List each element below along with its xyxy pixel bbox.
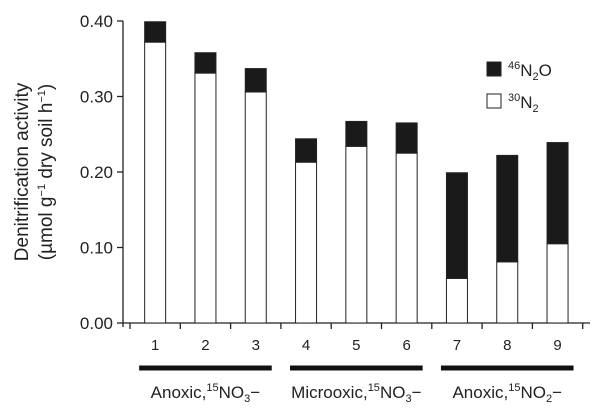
group-label-1: Anoxic,15NO3− xyxy=(151,382,261,405)
y-tick-label: 0.20 xyxy=(80,163,113,182)
y-axis-title-line2: (µmol g−1 dry soil h−1) xyxy=(36,84,57,260)
bar-n2o-6 xyxy=(395,122,418,154)
x-tick-labels: 1 2 3 4 5 6 7 8 9 xyxy=(151,337,562,354)
y-tick-label: 0.00 xyxy=(80,314,113,333)
bar-n2-8 xyxy=(496,261,519,324)
y-axis-title-line1: Denitrification activity xyxy=(12,82,33,261)
y-tick-label: 0.10 xyxy=(80,239,113,258)
bar-n2o-1 xyxy=(144,21,167,43)
label-prefix: Anoxic, xyxy=(151,383,207,402)
x-tick-label-5: 5 xyxy=(352,337,360,354)
x-tick-label-3: 3 xyxy=(252,337,260,354)
bar-n2o-3 xyxy=(244,68,267,93)
label-prefix: Microoxic, xyxy=(291,383,368,402)
x-tick-label-4: 4 xyxy=(302,337,310,354)
bar-n2o-9 xyxy=(546,142,569,245)
x-tick-label-2: 2 xyxy=(201,337,209,354)
bar-n2-5 xyxy=(345,145,368,324)
y-tick-label: 0.40 xyxy=(80,12,113,31)
bar-n2-7 xyxy=(445,277,468,324)
bars xyxy=(144,21,569,324)
bar-n2o-7 xyxy=(445,172,468,279)
legend-swatch-n2 xyxy=(486,93,502,109)
x-tick-label-7: 7 xyxy=(453,337,461,354)
bar-n2o-8 xyxy=(496,154,519,263)
y-axis-title: Denitrification activity (µmol g−1 dry s… xyxy=(12,82,57,261)
group-label-3: Anoxic,15NO2− xyxy=(452,382,562,405)
bar-n2-1 xyxy=(144,41,167,324)
x-tick-label-1: 1 xyxy=(151,337,159,354)
group-label-2: Microoxic,15NO3− xyxy=(291,382,421,405)
bar-n2o-4 xyxy=(295,138,318,163)
x-tick-label-6: 6 xyxy=(402,337,410,354)
y-tick-label: 0.30 xyxy=(80,88,113,107)
bar-n2-3 xyxy=(244,91,267,324)
bar-n2-6 xyxy=(395,152,418,324)
legend: 46N2O 30N2 xyxy=(486,60,552,115)
legend-label-n2o: 46N2O xyxy=(508,60,552,83)
label-prefix: Anoxic, xyxy=(452,383,508,402)
bar-n2-9 xyxy=(546,243,569,324)
x-tick-label-9: 9 xyxy=(553,337,561,354)
bar-n2-2 xyxy=(194,72,217,324)
bar-n2o-5 xyxy=(345,120,368,147)
legend-label-n2: 30N2 xyxy=(508,92,539,115)
x-tick-label-8: 8 xyxy=(503,337,511,354)
legend-swatch-n2o xyxy=(486,61,502,77)
bar-n2o-2 xyxy=(194,52,217,74)
bar-n2-4 xyxy=(295,161,318,324)
group-labels: Anoxic,15NO3− Microoxic,15NO3− Anoxic,15NO… xyxy=(139,365,574,405)
